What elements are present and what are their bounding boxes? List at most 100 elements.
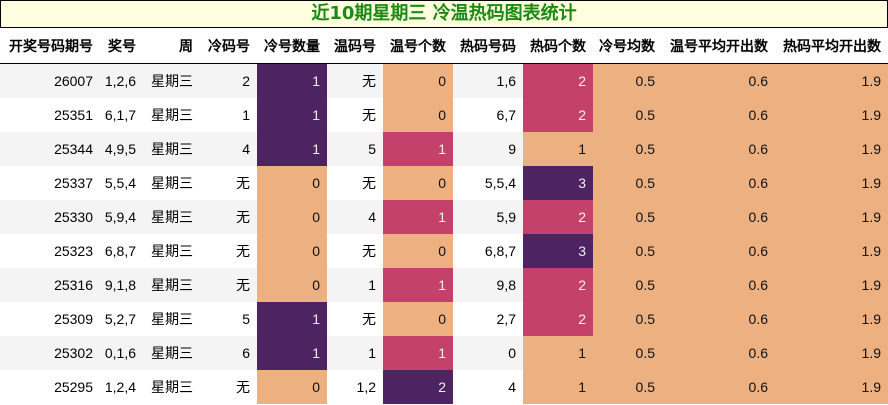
col-header-warm-count: 温号个数 xyxy=(383,28,453,64)
hot-avg-cell: 1.9 xyxy=(775,267,888,302)
hot-nums-cell: 0 xyxy=(453,335,523,370)
numbers-cell: 5,2,7 xyxy=(100,301,143,336)
warm-nums-cell: 无 xyxy=(327,233,383,268)
col-header-hot-nums: 热码号码 xyxy=(453,28,523,64)
cold-nums-cell: 2 xyxy=(200,63,257,98)
warm-avg-cell: 0.6 xyxy=(662,63,775,98)
hot-avg-cell: 1.9 xyxy=(775,301,888,336)
weekday-cell: 星期三 xyxy=(143,369,200,404)
page-title: 近10期星期三 冷温热码图表统计 xyxy=(0,0,888,28)
warm-nums-cell: 1 xyxy=(327,335,383,370)
cold-nums-cell: 无 xyxy=(200,267,257,302)
hot-avg-cell: 1.9 xyxy=(775,63,888,98)
warm-count-cell: 0 xyxy=(383,301,453,336)
numbers-cell: 6,1,7 xyxy=(100,97,143,132)
numbers-cell: 9,1,8 xyxy=(100,267,143,302)
cold-avg-cell: 0.5 xyxy=(593,199,662,234)
numbers-cell: 1,2,4 xyxy=(100,369,143,404)
cold-nums-cell: 1 xyxy=(200,97,257,132)
warm-nums-cell: 1 xyxy=(327,267,383,302)
numbers-cell: 5,5,4 xyxy=(100,165,143,200)
hot-avg-cell: 1.9 xyxy=(775,369,888,404)
hot-nums-cell: 2,7 xyxy=(453,301,523,336)
issue-cell: 25337 xyxy=(0,165,100,200)
table-row: 25344 4,9,5 星期三 4 1 5 1 9 1 0.5 0.6 1.9 xyxy=(0,131,888,166)
cold-avg-cell: 0.5 xyxy=(593,131,662,166)
col-header-issue: 开奖号码期号 xyxy=(0,28,100,64)
hot-avg-cell: 1.9 xyxy=(775,131,888,166)
warm-avg-cell: 0.6 xyxy=(662,165,775,200)
table-row: 25295 1,2,4 星期三无 0 1,2 2 4 1 0.5 0.6 1.9 xyxy=(0,369,888,404)
hot-nums-cell: 5,9 xyxy=(453,199,523,234)
warm-avg-cell: 0.6 xyxy=(662,131,775,166)
table-row: 25309 5,2,7 星期三 5 1 无 0 2,7 2 0.5 0.6 1.9 xyxy=(0,301,888,336)
col-header-warm-avg: 温号平均开出数 xyxy=(662,28,775,64)
warm-nums-cell: 1,2 xyxy=(327,369,383,404)
cold-nums-cell: 4 xyxy=(200,131,257,166)
warm-avg-cell: 0.6 xyxy=(662,335,775,370)
weekday-cell: 星期三 xyxy=(143,131,200,166)
col-header-weekday: 周 xyxy=(143,28,200,64)
hot-avg-cell: 1.9 xyxy=(775,97,888,132)
numbers-cell: 4,9,5 xyxy=(100,131,143,166)
cold-nums-cell: 无 xyxy=(200,369,257,404)
cold-count-cell: 0 xyxy=(257,233,327,268)
hot-count-cell: 2 xyxy=(523,199,593,234)
cold-count-cell: 1 xyxy=(257,97,327,132)
stats-table: 开奖号码期号 奖号 周 冷码号 冷号数量 温码号 温号个数 热码号码 热码个数 … xyxy=(0,28,888,404)
table-row: 25351 6,1,7 星期三 1 1 无 0 6,7 2 0.5 0.6 1.9 xyxy=(0,97,888,132)
hot-count-cell: 3 xyxy=(523,233,593,268)
cold-nums-cell: 无 xyxy=(200,233,257,268)
hot-nums-cell: 4 xyxy=(453,369,523,404)
table-row: 25323 6,8,7 星期三无 0 无 0 6,8,7 3 0.5 0.6 1.9 xyxy=(0,233,888,268)
warm-count-cell: 1 xyxy=(383,131,453,166)
issue-cell: 25302 xyxy=(0,335,100,370)
cold-count-cell: 1 xyxy=(257,131,327,166)
cold-count-cell: 0 xyxy=(257,199,327,234)
table-body: 26007 1,2,6 星期三 2 1 无 0 1,6 2 0.5 0.6 1.9 25351 6,1,7… xyxy=(0,63,888,404)
hot-count-cell: 2 xyxy=(523,97,593,132)
numbers-cell: 0,1,6 xyxy=(100,335,143,370)
cold-count-cell: 1 xyxy=(257,63,327,98)
issue-cell: 25351 xyxy=(0,97,100,132)
cold-avg-cell: 0.5 xyxy=(593,233,662,268)
warm-count-cell: 1 xyxy=(383,199,453,234)
hot-nums-cell: 9 xyxy=(453,131,523,166)
cold-count-cell: 1 xyxy=(257,301,327,336)
warm-nums-cell: 无 xyxy=(327,301,383,336)
col-header-hot-count: 热码个数 xyxy=(523,28,593,64)
cold-nums-cell: 6 xyxy=(200,335,257,370)
issue-cell: 25344 xyxy=(0,131,100,166)
weekday-cell: 星期三 xyxy=(143,165,200,200)
cold-avg-cell: 0.5 xyxy=(593,97,662,132)
cold-avg-cell: 0.5 xyxy=(593,369,662,404)
hot-count-cell: 1 xyxy=(523,335,593,370)
hot-count-cell: 1 xyxy=(523,369,593,404)
issue-cell: 25323 xyxy=(0,233,100,268)
cold-count-cell: 0 xyxy=(257,369,327,404)
warm-nums-cell: 无 xyxy=(327,165,383,200)
hot-nums-cell: 9,8 xyxy=(453,267,523,302)
weekday-cell: 星期三 xyxy=(143,199,200,234)
issue-cell: 25295 xyxy=(0,369,100,404)
warm-count-cell: 0 xyxy=(383,233,453,268)
issue-cell: 25309 xyxy=(0,301,100,336)
warm-count-cell: 0 xyxy=(383,63,453,98)
warm-avg-cell: 0.6 xyxy=(662,267,775,302)
warm-avg-cell: 0.6 xyxy=(662,199,775,234)
issue-cell: 25316 xyxy=(0,267,100,302)
warm-count-cell: 2 xyxy=(383,369,453,404)
col-header-cold-avg: 冷号均数 xyxy=(593,28,662,64)
warm-count-cell: 1 xyxy=(383,267,453,302)
warm-avg-cell: 0.6 xyxy=(662,97,775,132)
warm-count-cell: 0 xyxy=(383,165,453,200)
cold-avg-cell: 0.5 xyxy=(593,63,662,98)
weekday-cell: 星期三 xyxy=(143,335,200,370)
cold-avg-cell: 0.5 xyxy=(593,335,662,370)
numbers-cell: 6,8,7 xyxy=(100,233,143,268)
hot-count-cell: 2 xyxy=(523,63,593,98)
hot-avg-cell: 1.9 xyxy=(775,335,888,370)
col-header-numbers: 奖号 xyxy=(100,28,143,64)
hot-avg-cell: 1.9 xyxy=(775,165,888,200)
weekday-cell: 星期三 xyxy=(143,267,200,302)
